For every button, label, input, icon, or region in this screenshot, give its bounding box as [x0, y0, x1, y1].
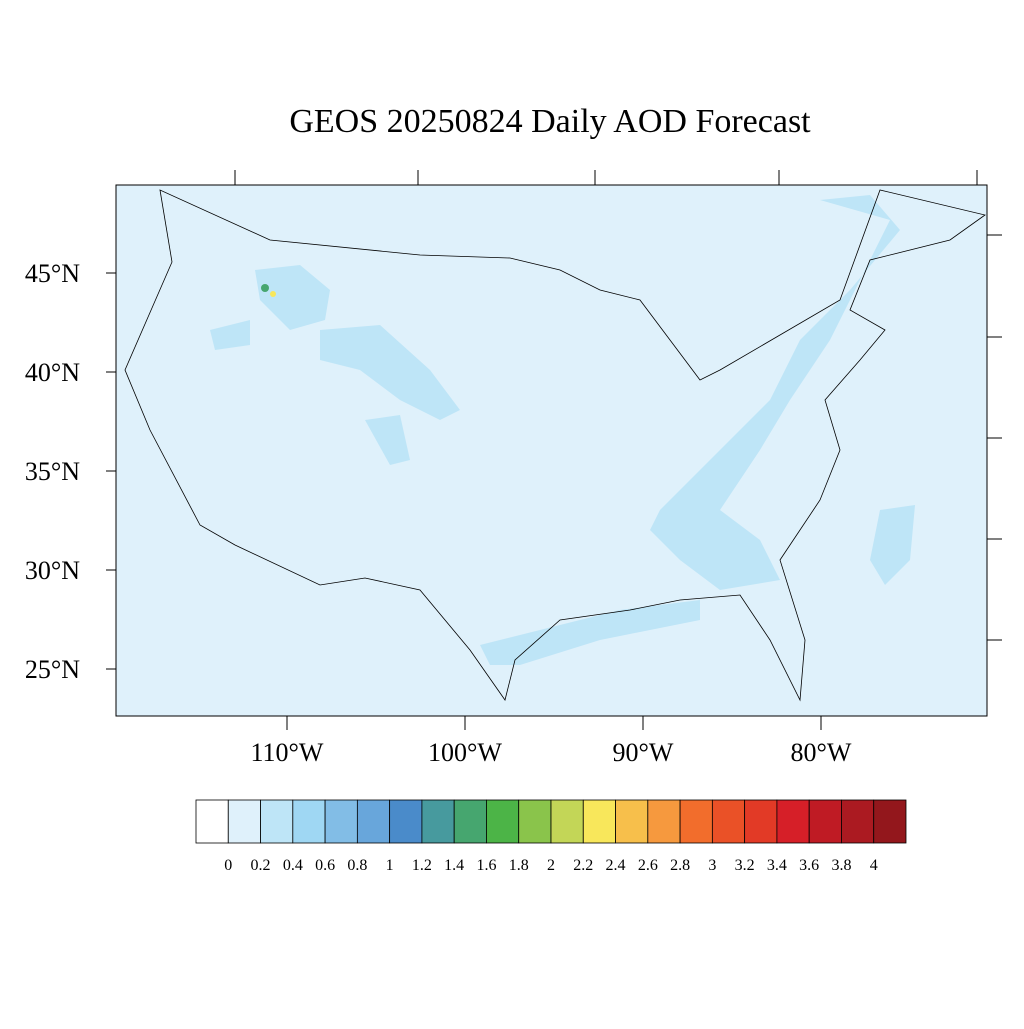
lon-label: 110°W — [251, 738, 324, 767]
colorbar-label: 0.4 — [283, 857, 303, 874]
colorbar-box — [486, 799, 520, 844]
colorbar-label: 1.6 — [476, 857, 496, 874]
aod-blob — [255, 265, 330, 330]
aod-field — [210, 195, 915, 665]
lon-label: 100°W — [428, 738, 502, 767]
colorbar-box — [227, 799, 261, 844]
lat-label: 40°N — [25, 358, 80, 387]
colorbar-box — [260, 799, 294, 844]
colorbar-label: 0 — [224, 857, 232, 874]
colorbar-box — [808, 799, 842, 844]
map-panel — [115, 170, 1002, 717]
colorbar-label: 1 — [386, 857, 394, 874]
colorbar-box — [421, 799, 455, 844]
aod-blob — [870, 505, 915, 585]
colorbar-label: 3.2 — [735, 857, 755, 874]
aod-blob — [480, 600, 700, 665]
colorbar-box — [195, 799, 229, 844]
colorbar-label: 3.8 — [831, 857, 851, 874]
colorbar-label: 2.4 — [606, 857, 626, 874]
colorbar-label: 4 — [870, 857, 878, 874]
colorbar-label: 3 — [708, 857, 716, 874]
colorbar-box — [873, 799, 907, 844]
colorbar-label: 0.2 — [251, 857, 271, 874]
aod-blob — [650, 195, 900, 590]
aod-blob — [320, 325, 460, 420]
aod-blob — [365, 415, 410, 465]
colorbar-label: 1.4 — [444, 857, 464, 874]
frame-ticks — [234, 170, 1002, 641]
colorbar-label: 2 — [547, 857, 555, 874]
colorbar-box — [324, 799, 358, 844]
colorbar-label: 2.8 — [670, 857, 690, 874]
colorbar-box — [615, 799, 649, 844]
colorbar-box — [292, 799, 326, 844]
title: GEOS 20250824 Daily AOD Forecast — [289, 103, 811, 140]
colorbar-box — [679, 799, 713, 844]
colorbar-box — [776, 799, 810, 844]
coastline — [124, 189, 986, 702]
lat-label: 25°N — [25, 655, 80, 684]
aod-hotspot — [270, 291, 276, 297]
colorbar-label: 1.8 — [509, 857, 529, 874]
colorbar-box — [744, 799, 778, 844]
colorbar-label: 2.6 — [638, 857, 658, 874]
colorbar-box — [582, 799, 616, 844]
colorbar-box — [647, 799, 681, 844]
colorbar-box — [711, 799, 746, 844]
colorbar-box — [841, 799, 875, 844]
lat-label: 35°N — [25, 457, 80, 486]
colorbar-box — [389, 799, 423, 844]
colorbar-label: 3.6 — [799, 857, 819, 874]
colorbar-box — [550, 799, 584, 844]
colorbar-box — [518, 799, 552, 844]
lat-label: 45°N — [25, 259, 80, 288]
aod-hotspot — [261, 284, 269, 292]
lon-label: 80°W — [791, 738, 852, 767]
colorbar-box — [356, 799, 391, 844]
colorbar-box — [453, 799, 487, 844]
colorbar-label: 0.6 — [315, 857, 335, 874]
colorbar-label: 3.4 — [767, 857, 787, 874]
aod-blob — [210, 320, 250, 350]
colorbar-label: 1.2 — [412, 857, 432, 874]
colorbar-label: 0.8 — [347, 857, 367, 874]
lon-label: 90°W — [613, 738, 674, 767]
lat-label: 30°N — [25, 556, 80, 585]
colorbar-label: 2.2 — [573, 857, 593, 874]
